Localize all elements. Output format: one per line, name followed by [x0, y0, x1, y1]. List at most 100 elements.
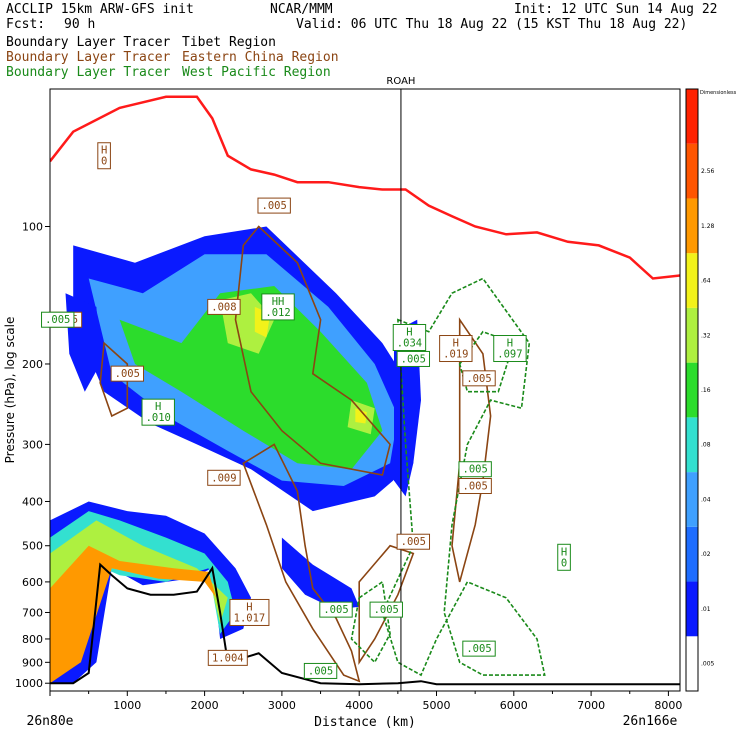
contour-label-box	[462, 370, 496, 387]
contour-label-box	[97, 142, 111, 170]
contour-label-1: .005	[257, 197, 291, 214]
contour-label-3: .005	[110, 365, 145, 382]
contour-label-6: H.010	[141, 398, 175, 426]
contour-label-text: .010	[146, 412, 171, 424]
x-axis: 1000 2000 3000 4000 5000 6000 7000 8000	[49, 691, 682, 712]
y-tick-label: 900	[22, 656, 43, 669]
y-axis: 100 200 300 400 500 600 700 800 900 1000	[15, 220, 50, 690]
legend-tracer-tibet-label: Boundary Layer Tracer	[6, 35, 171, 50]
contour-label-text: .008	[211, 301, 236, 313]
legend-tracer-westpacific-region: West Pacific Region	[182, 65, 331, 80]
contour-label-text: .005	[466, 373, 491, 385]
contour-label-text: H	[561, 546, 567, 558]
contour-label-text: .005	[323, 604, 348, 616]
contour-label-20: H0	[557, 543, 571, 571]
colorbar-swatch-10	[686, 89, 698, 144]
contour-label-text: .034	[397, 337, 422, 349]
contour-label-text: .005	[401, 353, 426, 365]
contour-label-text: 0	[101, 156, 107, 168]
contour-label-box	[458, 461, 492, 478]
contour-label-box	[439, 335, 473, 363]
contour-label-10: .005	[303, 662, 338, 679]
colorbar-level-label: .08	[701, 442, 711, 449]
contour-label-9: 1.004	[207, 649, 248, 666]
contour-label-text: .019	[443, 349, 468, 361]
contour-label-17: .005	[458, 461, 492, 478]
legend-tracer-westpacific-label: Boundary Layer Tracer	[6, 65, 171, 80]
contour-label-11: .005	[319, 601, 353, 618]
contour-label-box	[493, 335, 527, 363]
colorbar-level-label: .04	[701, 496, 711, 503]
contour-label-14: H.019	[439, 335, 473, 363]
x-tick-label: 7000	[577, 699, 605, 712]
colorbar-level-label: .64	[701, 278, 711, 285]
contour-label-text: .005	[466, 643, 491, 655]
org-label: NCAR/MMM	[270, 2, 333, 17]
x-axis-label: Distance (km)	[314, 715, 416, 730]
tracer-shading-2	[119, 286, 383, 470]
contour-label-text: .005	[374, 604, 399, 616]
roah-marker-label: ROAH	[386, 76, 415, 87]
contour-label-text: .009	[211, 472, 236, 484]
y-tick-label: 100	[22, 220, 43, 233]
contour-label-text: H	[246, 601, 252, 613]
eastchina-contour-0	[234, 225, 391, 476]
tropopause-line	[50, 95, 680, 280]
tracer-shading-10	[50, 545, 217, 684]
colorbar-level-label: 1.28	[701, 223, 715, 230]
contour-label-box	[207, 298, 241, 315]
tracer-field-layer	[50, 95, 680, 686]
tracer-shading-13	[65, 293, 101, 392]
contour-label-5: HH.012	[261, 293, 295, 321]
contour-label-text: .005	[463, 464, 488, 476]
contour-label-text: 1.017	[234, 612, 266, 624]
contour-label-box	[257, 197, 291, 214]
x-tick-label: 2000	[191, 699, 219, 712]
contour-label-7: .009	[207, 469, 241, 486]
contour-label-21: .005	[462, 640, 496, 657]
contour-label-box	[141, 398, 175, 426]
colorbar-swatch-4	[686, 417, 698, 473]
contour-label-0: H0	[97, 142, 111, 170]
contour-label-box	[110, 365, 145, 382]
contour-label-text: .005	[463, 481, 488, 493]
tracer-shading-11	[281, 537, 360, 610]
contour-label-15: H.097	[493, 335, 527, 363]
contour-label-text: H	[155, 401, 161, 413]
y-tick-label: 800	[22, 633, 43, 646]
eastchina-contour-1	[99, 341, 129, 418]
contour-label-text: .005	[45, 314, 70, 326]
colorbar-level-label: .02	[701, 551, 711, 558]
colorbar-swatch-2	[686, 526, 698, 582]
x-tick-label: 5000	[423, 699, 451, 712]
westpacific-contour-1	[458, 330, 515, 393]
legend-tracer-eastchina-region: Eastern China Region	[182, 50, 339, 65]
contour-label-12: .005	[396, 350, 431, 367]
contour-label-text: .012	[265, 307, 290, 319]
annotations: ROAHH0.005.005.005.008HH.012H.010.009H1.…	[41, 76, 571, 691]
contour-label-text: H	[453, 338, 459, 350]
colorbar: .005 .01 .02 .04 .08 .16 .32 .64 1.28 2.56 Dimensi…	[685, 88, 737, 692]
contour-label-text: H	[507, 338, 513, 350]
model-title: ACCLIP 15km ARW-GFS init	[6, 2, 194, 17]
colorbar-swatch-7	[686, 253, 698, 308]
colorbar-swatch-1	[686, 581, 698, 637]
contour-label-text: HH	[272, 296, 285, 308]
y-tick-label: 600	[22, 576, 43, 589]
contour-label-13: H.034	[392, 323, 427, 351]
contour-label-box	[557, 543, 571, 571]
contour-label-text: .005	[401, 536, 426, 548]
contour-label-16: .005	[462, 370, 496, 387]
contour-label-box	[229, 598, 270, 626]
init-time: Init: 12 UTC Sun 14 Aug 22	[514, 2, 718, 17]
contour-label-4: .008	[207, 298, 241, 315]
contour-label-text: .005	[262, 200, 287, 212]
tracer-shading-6	[355, 408, 367, 424]
contour-label-box	[261, 293, 295, 321]
legend-tracer-tibet-region: Tibet Region	[182, 35, 276, 50]
contour-label-box	[396, 533, 431, 550]
y-tick-label: 1000	[15, 677, 43, 690]
westpacific-contour-2	[350, 580, 391, 664]
valid-time: Valid: 06 UTC Thu 18 Aug 22 (15 KST Thu …	[296, 17, 688, 32]
y-tick-label: 500	[22, 540, 43, 553]
